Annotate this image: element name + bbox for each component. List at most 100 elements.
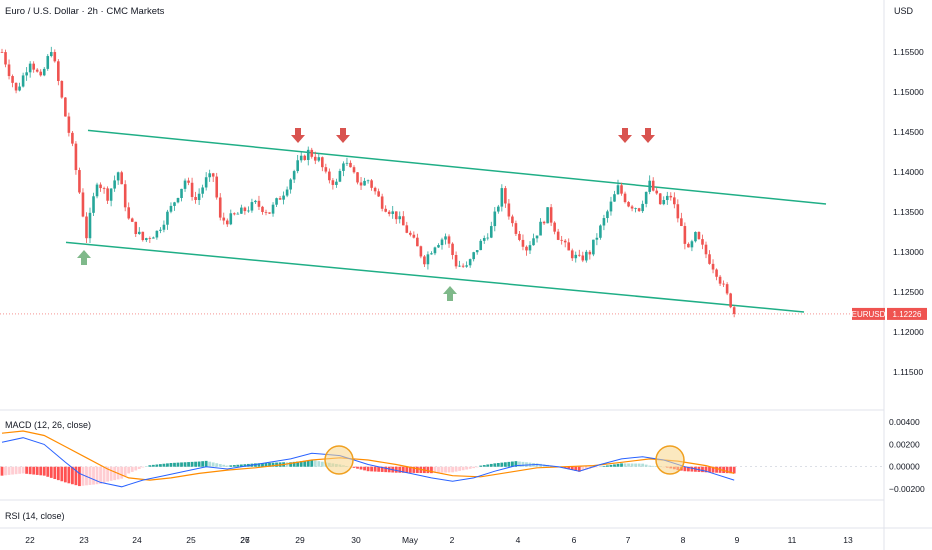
macd-histogram-bar — [254, 463, 257, 467]
candle-body — [197, 193, 201, 201]
candle-body — [285, 189, 289, 196]
macd-histogram-bar — [620, 463, 623, 467]
candle-body — [366, 180, 370, 182]
candle-body — [176, 198, 180, 203]
macd-histogram-bar — [701, 466, 704, 473]
macd-histogram-bar — [320, 461, 324, 467]
candle-body — [486, 237, 490, 239]
candle-body — [588, 251, 592, 255]
candle-body — [472, 252, 475, 260]
macd-histogram-bar — [683, 466, 687, 472]
macd-histogram-bar — [211, 462, 215, 467]
macd-histogram-bar — [313, 460, 317, 467]
candle-body — [328, 171, 331, 181]
candle-body — [623, 193, 627, 203]
candle-body — [401, 216, 405, 226]
macd-histogram-bar — [148, 465, 152, 467]
macd-histogram-bar — [655, 466, 659, 467]
macd-histogram-bar — [201, 461, 205, 467]
candle-body — [475, 250, 479, 253]
macd-histogram-bar — [257, 463, 261, 467]
candle-body — [482, 238, 486, 241]
candle-body — [201, 187, 204, 194]
candle-body — [437, 245, 440, 248]
y-tick-label: 1.15500 — [893, 47, 924, 57]
down-arrow-icon — [618, 128, 632, 143]
crossover-highlight — [655, 445, 685, 475]
last-price-tag[interactable]: EURUSD 1.12226 — [852, 307, 927, 320]
macd-histogram-bar — [352, 466, 356, 468]
macd-histogram-bar — [387, 466, 391, 473]
macd-histogram-bar — [208, 461, 212, 467]
y-tick-label: 1.14000 — [893, 167, 924, 177]
macd-histogram-bar — [42, 466, 46, 476]
x-tick-label: 29 — [295, 535, 305, 545]
candle-body — [412, 234, 416, 238]
y-tick-label: 1.12000 — [893, 327, 924, 337]
candle-body — [81, 192, 85, 217]
y-tick-label: 1.12500 — [893, 287, 924, 297]
x-tick-label: 9 — [735, 535, 740, 545]
candle-body — [602, 218, 606, 226]
macd-histogram-bar — [613, 464, 616, 467]
candle-body — [560, 239, 563, 241]
macd-histogram-bar — [197, 461, 201, 467]
macd-histogram-bar — [475, 466, 479, 468]
macd-histogram-bar — [102, 466, 106, 483]
macd-histogram-bar — [648, 465, 652, 467]
macd-histogram-bar — [525, 462, 528, 467]
candle-body — [102, 188, 106, 189]
candle-body — [662, 200, 666, 205]
macd-histogram-bar — [447, 466, 451, 473]
x-tick-label: 11 — [788, 535, 797, 545]
candle-body — [697, 231, 701, 240]
macd-histogram-bar — [56, 466, 60, 481]
macd-histogram-bar — [489, 463, 493, 467]
macd-histogram-bar — [690, 466, 694, 472]
macd-histogram-bar — [493, 463, 497, 467]
macd-histogram-bar — [218, 464, 222, 467]
candle-body — [658, 193, 662, 205]
macd-histogram-bar — [239, 464, 243, 467]
macd-histogram-bar — [535, 463, 539, 467]
candle-body — [180, 188, 183, 199]
candle-body — [391, 211, 395, 214]
macd-panel — [0, 430, 736, 488]
macd-histogram-bar — [412, 466, 416, 473]
candle-body — [229, 213, 233, 225]
macd-histogram-bar — [514, 461, 518, 467]
candle-body — [67, 116, 71, 133]
candle-body — [278, 198, 282, 200]
macd-y-tick-label: 0.00200 — [889, 439, 920, 449]
candle-body — [644, 191, 648, 204]
candle-body — [299, 155, 303, 161]
candle-body — [282, 195, 285, 200]
candle-body — [356, 172, 359, 183]
candle-body — [546, 207, 549, 224]
macd-histogram-bar — [616, 463, 620, 467]
candle-body — [511, 216, 514, 224]
macd-histogram-bar — [715, 466, 718, 473]
macd-histogram-bar — [637, 463, 641, 467]
macd-histogram-bar — [370, 466, 373, 472]
candle-body — [190, 182, 194, 197]
macd-histogram-bar — [264, 462, 268, 467]
macd-histogram-bar — [472, 466, 476, 469]
candle-body — [694, 231, 697, 242]
candle-body — [155, 230, 159, 238]
candle-body — [78, 170, 81, 193]
macd-histogram-bar — [134, 466, 138, 471]
macd-histogram-bar — [299, 461, 303, 467]
macd-title[interactable]: MACD (12, 26, close) — [5, 420, 91, 430]
rsi-title[interactable]: RSI (14, close) — [5, 511, 65, 521]
candle-body — [137, 231, 141, 235]
candle-body — [620, 185, 623, 194]
candle-body — [173, 202, 176, 206]
candle-body — [306, 149, 310, 160]
candle-body — [254, 200, 257, 203]
candle-body — [525, 246, 528, 251]
currency-label[interactable]: USD — [894, 6, 914, 16]
x-tick-label: May — [402, 535, 419, 545]
macd-histogram-bar — [437, 466, 440, 473]
